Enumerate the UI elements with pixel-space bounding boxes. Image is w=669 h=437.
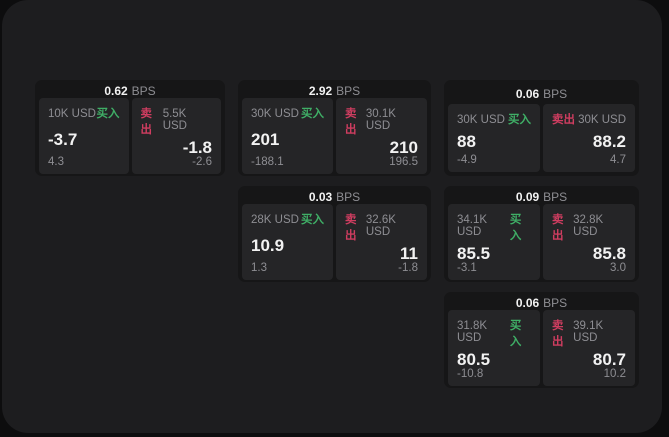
buy-size: 34.1K USD [457, 214, 488, 238]
sell-size: 5.5K USD [162, 108, 187, 132]
buy-delta: 4.3 [48, 156, 64, 168]
sell-panel[interactable]: 卖出 32.8K USD 85.8 3.0 [543, 204, 635, 280]
spread-unit: BPS [543, 296, 568, 310]
quote-card: 0.06 BPS 31.8K USD 买入 80.5 -10.8 卖出 39.1… [444, 292, 639, 388]
quote-card: 0.03 BPS 28K USD 买入 10.9 1.3 卖出 32.6K US… [238, 186, 431, 282]
spread-header: 0.06 BPS [448, 296, 635, 310]
buy-delta: -3.1 [457, 262, 477, 274]
sell-panel[interactable]: 卖出 39.1K USD 80.7 10.2 [543, 310, 635, 386]
quote-board: 0.62 BPS 10K USD 买入 -3.7 4.3 卖出 5.5K USD… [35, 80, 639, 388]
buy-price: 88 [457, 132, 476, 151]
sell-delta: 3.0 [610, 262, 626, 274]
buy-delta: -4.9 [457, 154, 477, 166]
buy-tag: 买入 [301, 214, 324, 226]
buy-panel[interactable]: 34.1K USD 买入 85.5 -3.1 [448, 204, 540, 280]
spread-unit: BPS [336, 190, 361, 204]
buy-panel[interactable]: 28K USD 买入 10.9 1.3 [242, 204, 333, 280]
sell-price: 88.2 [592, 132, 626, 151]
quote-card: 2.92 BPS 30K USD 买入 201 -188.1 卖出 30.1K … [238, 80, 431, 176]
spread-unit: BPS [543, 87, 568, 101]
sell-delta: 10.2 [603, 368, 626, 380]
spread-unit: BPS [543, 190, 568, 204]
buy-panel[interactable]: 30K USD 买入 201 -188.1 [242, 98, 333, 174]
buy-tag: 买入 [509, 214, 522, 242]
sell-price: 11 [400, 244, 418, 263]
buy-delta: -10.8 [457, 368, 484, 380]
spread-header: 2.92 BPS [242, 84, 427, 98]
sell-size: 30K USD [578, 114, 626, 126]
sell-size: 39.1K USD [573, 320, 604, 344]
buy-size: 30K USD [457, 114, 505, 126]
sell-price: 85.8 [592, 244, 626, 263]
sell-tag: 卖出 [552, 320, 564, 348]
sell-panel[interactable]: 卖出 5.5K USD -1.8 -2.6 [131, 98, 221, 174]
buy-price: 85.5 [457, 244, 491, 263]
buy-tag: 买入 [508, 114, 531, 126]
quote-card: 0.09 BPS 34.1K USD 买入 85.5 -3.1 卖出 32.8K… [444, 186, 639, 282]
buy-price: 201 [251, 130, 280, 149]
spread-value: 0.06 [515, 87, 540, 101]
sell-price: 210 [389, 138, 418, 157]
spread-header: 0.03 BPS [242, 190, 427, 204]
sell-panel[interactable]: 卖出 30.1K USD 210 196.5 [336, 98, 427, 174]
buy-tag: 买入 [96, 108, 120, 120]
sell-panel[interactable]: 卖出 30K USD 88.2 4.7 [543, 104, 635, 172]
sell-tag: 卖出 [552, 214, 564, 242]
spread-unit: BPS [131, 84, 156, 98]
sell-tag: 卖出 [140, 108, 153, 136]
buy-price: 80.5 [457, 350, 491, 369]
sell-delta: -1.8 [398, 262, 418, 274]
sell-size: 32.6K USD [365, 214, 396, 238]
buy-panel[interactable]: 30K USD 买入 88 -4.9 [448, 104, 540, 172]
buy-tag: 买入 [301, 108, 324, 120]
buy-delta: 1.3 [251, 262, 267, 274]
spread-value: 0.06 [515, 296, 540, 310]
spread-value: 2.92 [308, 84, 333, 98]
buy-price: 10.9 [251, 236, 285, 255]
buy-panel[interactable]: 10K USD 买入 -3.7 4.3 [39, 98, 129, 174]
sell-size: 32.8K USD [573, 214, 604, 238]
sell-size: 30.1K USD [365, 108, 396, 132]
buy-size: 31.8K USD [457, 320, 488, 344]
buy-size: 28K USD [251, 214, 299, 226]
buy-size: 30K USD [251, 108, 299, 120]
sell-panel[interactable]: 卖出 32.6K USD 11 -1.8 [336, 204, 427, 280]
buy-panel[interactable]: 31.8K USD 买入 80.5 -10.8 [448, 310, 540, 386]
spread-header: 0.62 BPS [39, 84, 221, 98]
spread-value: 0.03 [308, 190, 333, 204]
quote-card: 0.06 BPS 30K USD 买入 88 -4.9 卖出 30K USD 8… [444, 80, 639, 176]
buy-size: 10K USD [48, 108, 96, 120]
spread-value: 0.09 [515, 190, 540, 204]
sell-tag: 卖出 [345, 214, 357, 242]
buy-tag: 买入 [509, 320, 522, 348]
sell-price: 80.7 [592, 350, 626, 369]
buy-delta: -188.1 [251, 156, 284, 168]
sell-delta: 4.7 [610, 154, 626, 166]
sell-delta: 196.5 [389, 156, 418, 168]
spread-header: 0.09 BPS [448, 190, 635, 204]
buy-price: -3.7 [48, 130, 78, 149]
spread-header: 0.06 BPS [448, 84, 635, 104]
quote-card: 0.62 BPS 10K USD 买入 -3.7 4.3 卖出 5.5K USD… [35, 80, 225, 176]
sell-tag: 卖出 [345, 108, 357, 136]
sell-delta: -2.6 [192, 156, 212, 168]
spread-unit: BPS [336, 84, 361, 98]
spread-value: 0.62 [104, 84, 128, 98]
sell-tag: 卖出 [552, 114, 575, 126]
sell-price: -1.8 [182, 138, 212, 157]
